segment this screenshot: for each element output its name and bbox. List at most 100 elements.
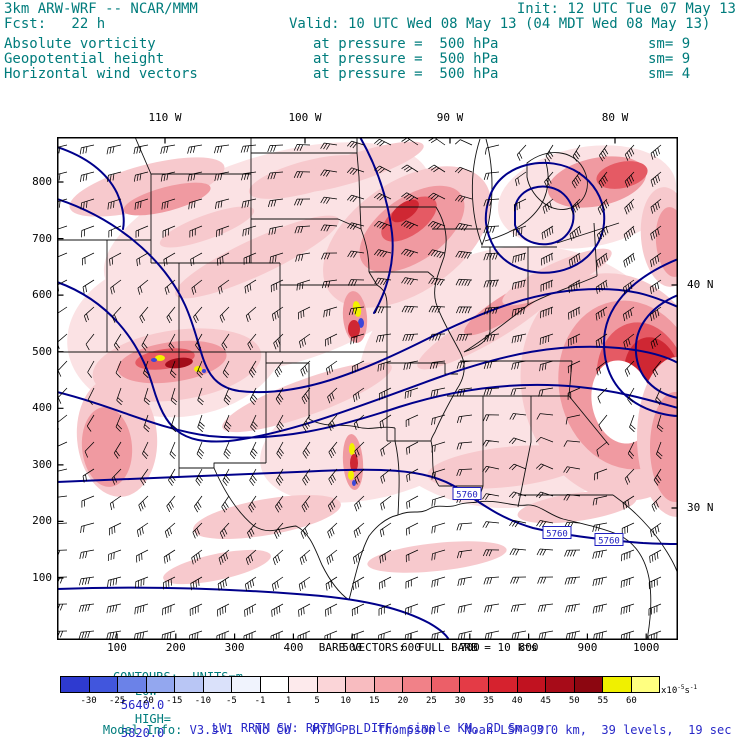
colorbar-unit-label: x10-5s-1 [661, 684, 697, 696]
vorticity-shading-layer [67, 141, 678, 585]
colorbar-cell [117, 676, 147, 693]
colorbar-cell [145, 676, 176, 693]
x-axis-grid-label: 700 [459, 641, 480, 654]
unit-mantissa: x10 [661, 686, 678, 696]
x-axis-longitude-label: 110 W [148, 111, 182, 124]
colorbar-cell [174, 676, 204, 693]
forecast-hour: Fcst: 22 h [4, 16, 106, 32]
map-svg: 5760 5760 5760 [57, 137, 678, 640]
colorbar-tick-label: 50 [568, 696, 580, 706]
colorbar-tick-label: 60 [625, 696, 637, 706]
colorbar-cell [373, 676, 404, 693]
colorbar-tick-label: -15 [166, 696, 183, 706]
y-axis-grid-label: 200 [32, 514, 52, 528]
y-axis-grid-label: 400 [32, 401, 52, 415]
colorbar-cell [573, 676, 604, 693]
colorbar-tick-label: -1 [254, 696, 266, 706]
colorbar-cell [60, 676, 90, 693]
contour-high-label: HIGH= [134, 712, 172, 726]
y-axis-latitude-label: 30 N [687, 501, 714, 514]
x-axis-longitude-label: 100 W [288, 111, 322, 124]
colorbar-tick-label: 35 [483, 696, 495, 706]
axis-ticks-layer [57, 137, 678, 640]
y-axis-grid-label: 800 [32, 175, 52, 188]
svg-text:5760: 5760 [598, 537, 620, 547]
x-axis-grid-label: 400 [283, 641, 304, 654]
colorbar-tick-label: -10 [194, 696, 212, 706]
colorbar-cell [545, 676, 575, 693]
x-axis-grid-label: 600 [401, 641, 421, 654]
barb-vector-note: BARB VECTORS: FULL BARB = 10 kts [318, 641, 538, 654]
state-borders-layer [57, 137, 678, 640]
x-axis-grid-label: 300 [224, 641, 245, 654]
height-contour-label: 5760 [452, 487, 482, 501]
valid-time: Valid: 10 UTC Wed 08 May 13 (04 MDT Wed … [289, 16, 711, 32]
y-axis-grid-label: 100 [32, 571, 52, 584]
x-axis-grid-label: 1000 [632, 641, 660, 654]
y-axis-grid-label: 700 [32, 231, 52, 245]
svg-text:5760: 5760 [546, 530, 568, 540]
contour-low-value: 5640.0 [120, 698, 165, 712]
unit-exponent: -5 [677, 684, 685, 691]
colorbar-cell [602, 676, 632, 693]
colorbar-cell [202, 676, 233, 693]
svg-text:5760: 5760 [456, 491, 478, 501]
colorbar-tick-label: 1 [285, 696, 292, 706]
colorbar-tick-label: -5 [225, 696, 237, 706]
field-3-level: at pressure = 500 hPa [313, 66, 499, 82]
y-axis-grid-label: 300 [32, 457, 52, 471]
contour-high-value: 5820.0 [120, 726, 165, 740]
model-title: 3km ARW-WRF -- NCAR/MMM [4, 1, 198, 17]
colorbar-tick-label: 55 [597, 696, 609, 706]
colorbar-tick-label: 40 [511, 696, 523, 706]
unit-base-exponent: -1 [689, 684, 698, 691]
field-2-level: at pressure = 500 hPa [313, 51, 499, 67]
plot-frame [57, 137, 678, 640]
colorbar-cell [402, 676, 432, 693]
colorbar-tick-label: 10 [340, 696, 352, 706]
colorbar-cell [345, 676, 375, 693]
height-contour-label: 5760 [594, 533, 624, 547]
field-1-name: Absolute vorticity [4, 36, 156, 52]
model-info-line1: Model Info: V3.3.1 No Cu MYJ PBL Thompso… [74, 709, 732, 740]
model-info-line2: LW: RRTM SW: RRTMG DIFF: simple KM, 2D S… [212, 721, 552, 735]
colorbar-cell [459, 676, 489, 693]
colorbar-cell [88, 676, 119, 693]
colorbar-cell [316, 676, 347, 693]
y-axis-grid-label: 500 [32, 344, 52, 358]
field-1-level: at pressure = 500 hPa [313, 36, 499, 52]
colorbar-tick-label: 20 [397, 696, 409, 706]
colorbar-tick-label: 5 [314, 696, 320, 706]
x-axis-grid-label: 500 [342, 641, 363, 654]
colorbar-cell [430, 676, 461, 693]
y-axis-latitude-label: 40 N [687, 278, 714, 291]
x-axis-grid-label: 800 [518, 641, 539, 654]
colorbar-cell [630, 676, 661, 693]
colorbar-tick-label: 15 [368, 696, 380, 706]
model-info-label: Model Info: [102, 723, 190, 737]
model-info-values: V3.3.1 No Cu MYJ PBL Thompson Noah LSM 3… [189, 723, 732, 737]
contour-labels-layer: 5760 5760 5760 [452, 487, 624, 547]
field-2-smoothing: sm= 9 [648, 51, 691, 67]
wind-barbs-layer [57, 137, 664, 640]
colorbar-tick-label: 30 [454, 696, 466, 706]
x-axis-longitude-label: 90 W [436, 111, 464, 124]
wind-barb-field [57, 137, 664, 640]
x-axis-grid-label: 900 [577, 641, 598, 654]
colorbar-tick-label: 25 [425, 696, 437, 706]
field-1-smoothing: sm= 9 [648, 36, 691, 52]
colorbar-tick-label: -25 [108, 696, 126, 706]
colorbar-tick-label: 45 [540, 696, 552, 706]
x-axis-grid-label: 100 [107, 641, 127, 654]
height-contour-label: 5760 [542, 526, 572, 540]
unit-base: s [684, 686, 690, 696]
field-3-smoothing: sm= 4 [648, 66, 691, 82]
colorbar-cell [288, 676, 318, 693]
x-axis-grid-label: 200 [165, 641, 186, 654]
lake-shorelines-layer [471, 138, 620, 277]
field-2-name: Geopotential height [4, 51, 165, 67]
map-panel: 5760 5760 5760 [57, 137, 678, 640]
x-axis-longitude-label: 80 W [601, 111, 629, 124]
colorbar-tick-label: -20 [137, 696, 154, 706]
